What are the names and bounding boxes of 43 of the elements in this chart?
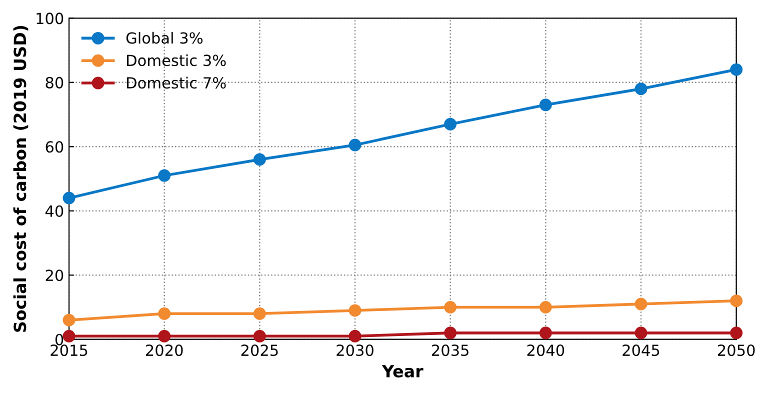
y-tick-label: 60	[46, 141, 64, 153]
point	[158, 169, 171, 182]
point	[62, 192, 76, 204]
point	[730, 326, 743, 340]
x-tick-label: 2040	[527, 344, 564, 356]
x-tick-label: 2030	[336, 344, 374, 356]
point	[253, 153, 266, 166]
x-tick-label: 2045	[622, 344, 660, 356]
point	[444, 118, 457, 130]
point	[634, 298, 648, 310]
y-tick-label: 100	[36, 12, 64, 24]
legend-label: Global 3%	[126, 32, 203, 44]
y-tick-label: 20	[46, 270, 64, 282]
legend-label: Domestic 7%	[127, 76, 226, 89]
y-axis-title: Social cost of carbon (2019 USD)	[13, 26, 28, 332]
point	[634, 326, 648, 340]
point	[62, 314, 76, 326]
x-tick-label: 2035	[432, 344, 468, 356]
point	[539, 98, 552, 112]
point	[444, 300, 457, 314]
point	[158, 330, 171, 342]
point	[539, 300, 552, 314]
point	[348, 138, 362, 152]
point	[348, 304, 362, 317]
x-tick-label: 2025	[241, 344, 278, 356]
point	[348, 330, 362, 342]
point	[444, 326, 457, 340]
point	[730, 63, 743, 76]
point	[253, 330, 266, 342]
point	[253, 307, 266, 320]
point	[634, 82, 648, 96]
y-tick-label: 80	[46, 76, 64, 88]
x-tick-label: 2015	[50, 344, 88, 356]
x-axis-title: Year	[382, 365, 424, 378]
legend-label: Domestic 3%	[127, 54, 226, 66]
y-tick-label: 40	[45, 205, 64, 217]
x-tick-label: 2050	[718, 344, 755, 356]
point	[62, 330, 76, 342]
y-tick-label: 0	[55, 334, 64, 346]
point	[158, 307, 171, 320]
point	[539, 326, 552, 340]
point	[730, 294, 743, 308]
x-tick-label: 2020	[146, 344, 183, 356]
